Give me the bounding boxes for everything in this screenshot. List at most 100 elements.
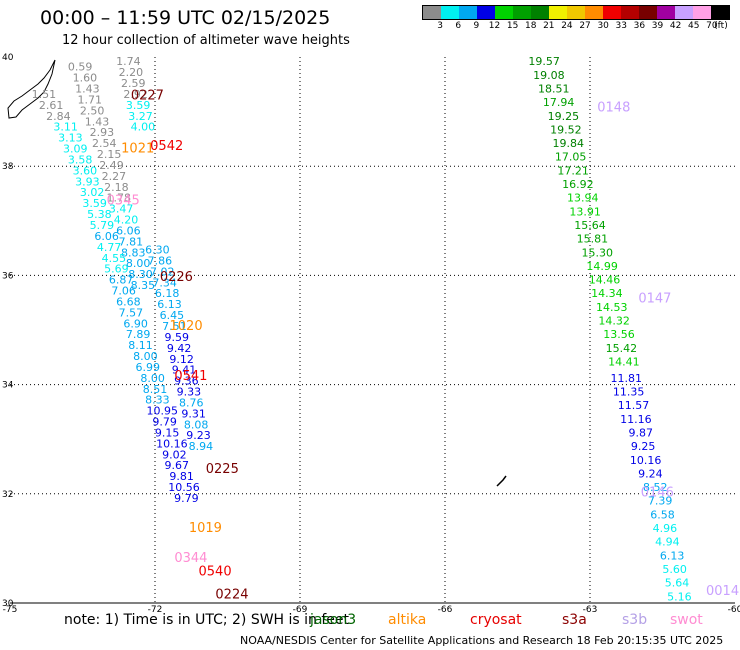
color-swatch bbox=[639, 6, 657, 19]
wave-height-label: 7.39 bbox=[648, 495, 673, 508]
wave-height-label: 8.00 bbox=[133, 350, 158, 363]
pass-time-label: 0224 bbox=[215, 588, 248, 603]
wave-height-label: 13.94 bbox=[567, 192, 599, 205]
wave-height-label: 7.34 bbox=[152, 276, 177, 289]
pass-time-label: 1019 bbox=[189, 521, 222, 536]
color-swatch bbox=[657, 6, 675, 19]
wave-height-label: 19.84 bbox=[553, 137, 585, 150]
wave-height-label: 8.94 bbox=[189, 440, 214, 453]
wave-height-label: 4.94 bbox=[655, 536, 680, 549]
wave-height-label: 5.64 bbox=[665, 577, 690, 590]
satellite-legend: jason3 altika cryosat s3a s3b swot bbox=[300, 612, 740, 630]
y-tick-label: 36 bbox=[2, 271, 14, 281]
wave-height-label: 5.38 bbox=[87, 208, 112, 221]
wave-height-label: 9.67 bbox=[165, 459, 190, 472]
satellite-legend-item: swot bbox=[670, 612, 703, 628]
wave-height-label: 2.50 bbox=[80, 104, 105, 117]
color-scale-label: 27 bbox=[579, 21, 591, 31]
wave-height-label: 9.59 bbox=[165, 331, 190, 344]
wave-height-label: 1.71 bbox=[78, 93, 103, 106]
wave-height-label: 8.11 bbox=[128, 339, 153, 352]
color-scale-label: 39 bbox=[651, 21, 664, 31]
wave-height-label: 3.59 bbox=[82, 197, 107, 210]
wave-height-label: 4.96 bbox=[653, 522, 678, 535]
wave-height-label: 9.41 bbox=[172, 364, 197, 377]
color-swatch bbox=[549, 6, 567, 19]
wave-height-label: 6.13 bbox=[660, 549, 685, 562]
pass-time-label: 0540 bbox=[199, 565, 232, 580]
wave-height-label: 14.99 bbox=[586, 260, 618, 273]
wave-height-label: 9.42 bbox=[167, 342, 192, 355]
y-tick-label: 38 bbox=[2, 162, 14, 172]
pass-time-label: 0146 bbox=[641, 486, 674, 501]
wave-height-label: 17.05 bbox=[555, 151, 587, 164]
pass-time-label: 0226 bbox=[160, 270, 193, 285]
wave-height-label: 7.86 bbox=[148, 254, 173, 267]
wave-height-label: 2.61 bbox=[39, 99, 64, 112]
color-scale-label: 9 bbox=[473, 21, 480, 31]
wave-height-label: 2.92 bbox=[123, 88, 148, 101]
wave-height-label: 8.83 bbox=[121, 246, 146, 259]
wave-height-label: 6.30 bbox=[145, 244, 170, 257]
wave-height-label: 10.56 bbox=[168, 481, 200, 494]
pass-time-label: 0148 bbox=[597, 101, 630, 116]
wave-height-label: 6.45 bbox=[160, 309, 185, 322]
wave-height-label: 13.91 bbox=[569, 205, 601, 218]
color-scale-label: 3 bbox=[437, 21, 443, 31]
wave-height-label: 14.32 bbox=[598, 315, 630, 328]
wave-height-label: 1.78 bbox=[107, 192, 132, 205]
color-swatch bbox=[459, 6, 477, 19]
wave-height-label: 10.95 bbox=[147, 405, 179, 418]
credit-line: NOAA/NESDIS Center for Satellite Applica… bbox=[240, 634, 724, 647]
wave-height-label: 7.51 bbox=[162, 320, 187, 333]
color-scale-label: 12 bbox=[488, 21, 501, 31]
wave-height-label: 3.11 bbox=[53, 121, 78, 134]
wave-height-label: 16.92 bbox=[562, 178, 594, 191]
wave-height-label: 10.16 bbox=[630, 454, 662, 467]
wave-height-label: 3.60 bbox=[73, 164, 98, 177]
wave-height-label: 2.59 bbox=[121, 77, 146, 90]
wave-height-label: 19.25 bbox=[548, 110, 580, 123]
color-scale-label: 36 bbox=[633, 21, 646, 31]
pass-time-label: 0344 bbox=[174, 551, 207, 566]
wave-height-label: 10.16 bbox=[156, 437, 188, 450]
wave-height-label: 7.57 bbox=[119, 306, 144, 319]
wave-height-label: 1.43 bbox=[85, 115, 110, 128]
color-scale-label: (ft) bbox=[714, 21, 728, 31]
wave-height-label: 14.53 bbox=[596, 301, 628, 314]
page-title: 00:00 – 11:59 UTC 02/15/2025 bbox=[40, 7, 331, 29]
color-swatch bbox=[513, 6, 531, 19]
wave-height-label: 9.79 bbox=[152, 416, 177, 429]
footer-note: note: 1) Time is in UTC; 2) SWH is in fe… bbox=[64, 612, 350, 628]
pass-time-label: 0225 bbox=[206, 462, 239, 477]
wave-height-label: 7.02 bbox=[150, 265, 175, 278]
satellite-legend-item: jason3 bbox=[310, 612, 357, 628]
wave-height-label: 17.94 bbox=[543, 96, 575, 109]
wave-height-label: 14.41 bbox=[608, 355, 640, 368]
color-swatch bbox=[693, 6, 711, 19]
wave-height-label: 6.58 bbox=[650, 508, 675, 521]
wave-height-label: 3.09 bbox=[63, 143, 88, 156]
color-scale-label: 30 bbox=[597, 21, 609, 31]
wave-height-label: 19.52 bbox=[550, 123, 582, 136]
wave-height-label: 14.34 bbox=[591, 287, 623, 300]
wave-height-label: 13.56 bbox=[603, 328, 635, 341]
color-scale-label: 45 bbox=[688, 21, 700, 31]
wave-height-label: 11.16 bbox=[620, 413, 652, 426]
wave-height-label: 15.30 bbox=[582, 246, 614, 259]
pass-time-label: 0541 bbox=[174, 369, 207, 384]
y-tick-label: 32 bbox=[2, 490, 13, 500]
wave-height-label: 2.49 bbox=[99, 159, 124, 172]
wave-height-label: 3.27 bbox=[128, 110, 153, 123]
wave-height-label: 15.42 bbox=[606, 342, 638, 355]
color-scale-labels: 3 6 9 12 15 18 21 24 27 30 33 36 39 42 45 70 (ft) bbox=[422, 21, 730, 33]
color-scale-label: 18 bbox=[524, 21, 537, 31]
satellite-legend-item: cryosat bbox=[470, 612, 522, 628]
wave-height-label: 9.87 bbox=[629, 426, 654, 439]
wave-height-label: 2.20 bbox=[119, 66, 144, 79]
wave-height-label: 18.51 bbox=[538, 82, 570, 95]
wave-height-label: 2.93 bbox=[90, 126, 115, 139]
wave-height-label: 1.43 bbox=[75, 82, 100, 95]
x-tick-label: -72 bbox=[148, 605, 163, 615]
wave-height-label: 9.15 bbox=[155, 426, 180, 439]
